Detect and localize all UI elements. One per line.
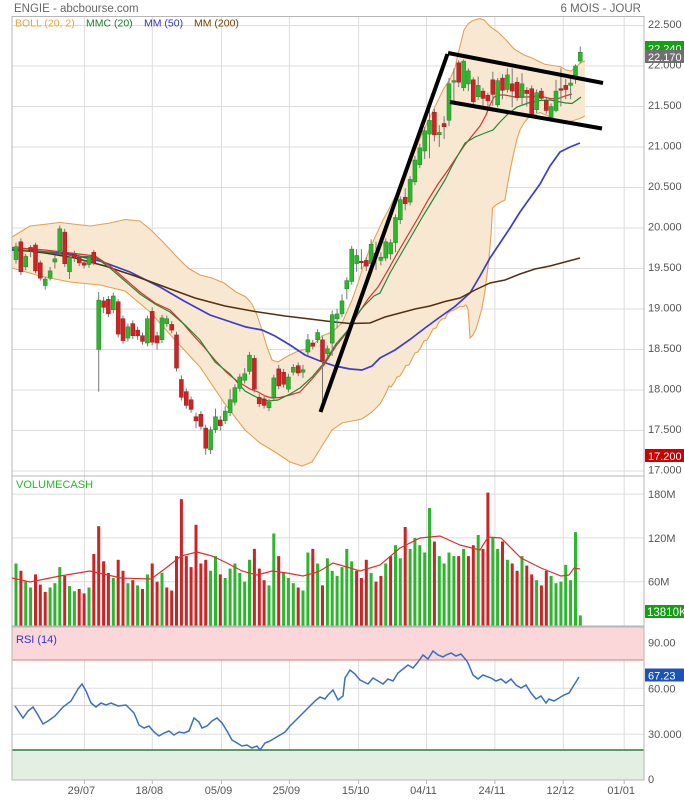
- svg-text:18.000: 18.000: [648, 384, 682, 396]
- svg-text:05/09: 05/09: [205, 785, 233, 797]
- svg-text:24/11: 24/11: [479, 785, 506, 797]
- svg-text:ENGIE - abcbourse.com: ENGIE - abcbourse.com: [14, 3, 139, 15]
- svg-text:30.000: 30.000: [648, 729, 682, 741]
- svg-text:67.23: 67.23: [648, 671, 676, 683]
- svg-text:21.500: 21.500: [648, 100, 682, 112]
- svg-text:21.000: 21.000: [648, 141, 682, 153]
- svg-text:15/10: 15/10: [342, 785, 370, 797]
- svg-text:90.00: 90.00: [648, 637, 676, 649]
- svg-text:04/11: 04/11: [410, 785, 437, 797]
- svg-text:RSI (14): RSI (14): [16, 634, 57, 646]
- svg-text:60M: 60M: [648, 577, 669, 589]
- svg-text:20.500: 20.500: [648, 181, 682, 193]
- svg-text:12/12: 12/12: [547, 785, 575, 797]
- svg-text:18/08: 18/08: [136, 785, 164, 797]
- svg-text:19.000: 19.000: [648, 303, 682, 315]
- svg-text:22.170: 22.170: [648, 52, 682, 64]
- svg-text:18.500: 18.500: [648, 343, 682, 355]
- svg-text:6 MOIS - JOUR: 6 MOIS - JOUR: [560, 3, 641, 15]
- svg-text:29/07: 29/07: [68, 785, 96, 797]
- svg-text:MM (50): MM (50): [144, 18, 183, 30]
- svg-text:MMC (20): MMC (20): [86, 18, 133, 30]
- svg-text:0: 0: [648, 774, 654, 786]
- svg-text:VOLUMECASH: VOLUMECASH: [16, 479, 93, 491]
- svg-text:17.000: 17.000: [648, 465, 682, 477]
- svg-text:17.200: 17.200: [648, 451, 682, 463]
- svg-text:17.500: 17.500: [648, 424, 682, 436]
- svg-text:180M: 180M: [648, 489, 676, 501]
- svg-text:19.500: 19.500: [648, 262, 682, 274]
- svg-text:BOLL (20, 2): BOLL (20, 2): [15, 18, 75, 30]
- svg-text:25/09: 25/09: [273, 785, 301, 797]
- svg-text:20.000: 20.000: [648, 222, 682, 234]
- svg-text:01/01: 01/01: [607, 785, 635, 797]
- svg-text:120M: 120M: [648, 533, 676, 545]
- svg-text:13810K: 13810K: [647, 607, 684, 619]
- svg-text:MM (200): MM (200): [194, 18, 239, 30]
- svg-text:22.500: 22.500: [648, 19, 682, 31]
- svg-text:60.00: 60.00: [648, 683, 676, 695]
